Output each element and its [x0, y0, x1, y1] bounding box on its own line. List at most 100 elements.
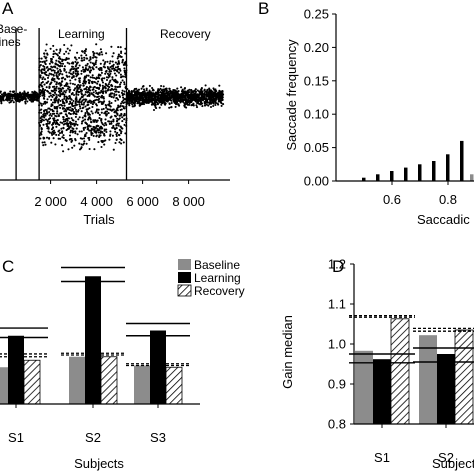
scatter-point	[70, 109, 73, 112]
scatter-point	[71, 139, 74, 142]
scatter-point	[95, 125, 98, 128]
scatter-point	[95, 52, 99, 55]
scatter-point	[7, 92, 10, 95]
scatter-point	[160, 89, 163, 92]
scatter-point	[96, 127, 99, 131]
scatter-point	[60, 88, 63, 91]
scatter-point	[101, 139, 104, 143]
scatter-point	[98, 83, 101, 86]
scatter-point	[126, 98, 129, 101]
scatter-point	[53, 105, 56, 108]
scatter-point	[92, 62, 95, 65]
scatter-point	[51, 112, 54, 115]
scatter-point	[97, 141, 100, 144]
scatter-point	[70, 137, 73, 141]
reference-lines-d	[349, 314, 474, 364]
scatter-point	[209, 93, 212, 96]
y-ticks-d: 0.8 0.9 1.0 1.1 1.2	[328, 257, 354, 432]
x-ticks-c: S1 S2 S3	[8, 404, 166, 445]
scatter-point	[69, 79, 72, 82]
scatter-point	[63, 97, 66, 100]
scatter-point	[128, 104, 131, 107]
scatter-point	[11, 99, 14, 102]
scatter-point	[100, 69, 103, 72]
scatter-point	[170, 101, 173, 105]
scatter-point	[39, 121, 43, 124]
scatter-point	[184, 98, 187, 101]
scatter-point	[75, 85, 79, 88]
scatter-point	[100, 101, 103, 104]
scatter-point	[103, 128, 106, 131]
scatter-point	[19, 98, 22, 101]
scatter-point	[51, 123, 55, 126]
scatter-point	[102, 59, 105, 62]
scatter-point	[68, 134, 72, 137]
scatter-point	[62, 100, 65, 103]
scatter-point	[115, 120, 118, 123]
scatter-point	[45, 81, 48, 85]
scatter-point	[115, 111, 118, 114]
scatter-point	[63, 78, 67, 81]
scatter-point	[107, 112, 110, 115]
scatter-point	[59, 99, 62, 102]
scatter-point	[42, 76, 45, 79]
scatter-point	[52, 74, 55, 77]
scatter-point	[6, 94, 10, 97]
scatter-point	[91, 74, 94, 77]
scatter-point	[91, 76, 94, 79]
scatter-point	[138, 92, 141, 95]
scatter-point	[95, 66, 98, 69]
scatter-point	[110, 70, 113, 73]
scatter-point	[79, 107, 82, 110]
phase-label-recovery: Recovery	[160, 27, 211, 41]
scatter-point	[74, 60, 77, 63]
scatter-point	[84, 90, 87, 94]
scatter-point	[55, 105, 58, 109]
scatter-point	[220, 104, 223, 107]
scatter-point	[48, 131, 51, 134]
scatter-point	[26, 100, 29, 103]
scatter-point	[54, 52, 57, 55]
scatter-point	[27, 97, 30, 100]
scatter-point	[58, 132, 62, 135]
scatter-point	[40, 115, 43, 118]
scatter-point	[109, 66, 112, 69]
scatter-point	[46, 122, 49, 125]
scatter-point	[44, 112, 47, 115]
scatter-point	[57, 137, 60, 140]
scatter-point	[85, 80, 88, 83]
scatter-point	[72, 110, 76, 113]
scatter-point	[48, 62, 51, 65]
scatter-point	[76, 133, 79, 136]
scatter-point	[71, 82, 75, 85]
scatter-point	[115, 134, 118, 138]
scatter-point	[100, 118, 103, 121]
scatter-point	[46, 125, 49, 128]
scatter-point	[65, 84, 68, 87]
scatter-point	[203, 104, 207, 107]
bar-recovery-s3	[165, 366, 183, 405]
scatter-point	[131, 103, 134, 106]
scatter-point	[117, 71, 121, 74]
scatter-point	[55, 99, 58, 102]
scatter-point	[84, 100, 87, 103]
scatter-point	[46, 127, 49, 130]
scatter-point	[145, 87, 148, 90]
scatter-point	[43, 141, 46, 144]
scatter-point	[102, 101, 105, 104]
scatter-point	[166, 95, 169, 98]
scatter-point	[31, 90, 34, 94]
scatter-point	[207, 104, 210, 107]
scatter-point	[50, 69, 53, 72]
scatter-point	[69, 123, 72, 126]
scatter-point	[94, 111, 97, 114]
scatter-point	[40, 57, 43, 60]
scatter-point	[187, 89, 190, 92]
scatter-point	[58, 104, 61, 107]
phase-label-learning: Learning	[58, 27, 105, 41]
scatter-point	[61, 60, 64, 63]
scatter-point	[75, 92, 78, 95]
scatter-point	[52, 129, 56, 132]
panel-letter-b: B	[258, 0, 269, 18]
scatter-point	[61, 65, 64, 68]
